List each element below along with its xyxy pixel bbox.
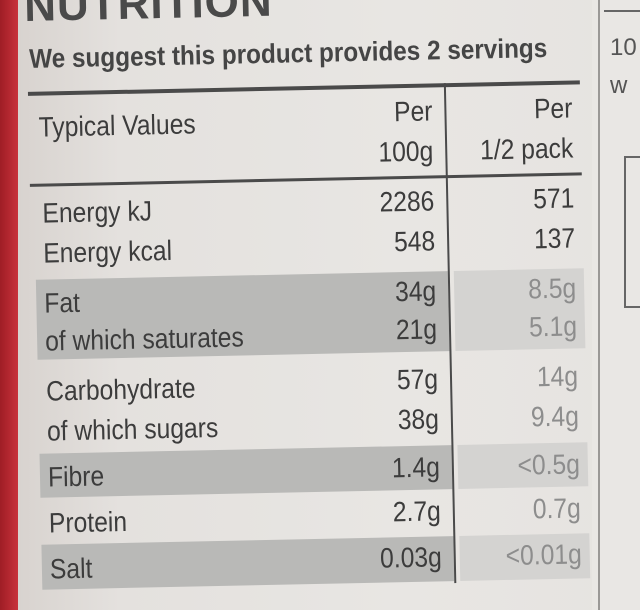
row-energy-kj-perhalf: 571 xyxy=(532,182,575,215)
red-packaging-edge xyxy=(0,0,18,610)
row-fat-perhalf: 8.5g xyxy=(527,272,577,305)
row-salt-perhalf: <0.01g xyxy=(505,538,583,571)
header-per100-line1: Per xyxy=(393,95,433,128)
row-protein-perhalf: 0.7g xyxy=(532,492,582,525)
row-saturates-label: of which saturates xyxy=(44,321,245,357)
row-fibre-per100: 1.4g xyxy=(391,451,441,484)
row-fat-per100: 34g xyxy=(394,275,437,308)
row-energy-kj-label: Energy kJ xyxy=(42,195,153,229)
row-protein-label: Protein xyxy=(48,505,128,539)
row-sugars-label: of which sugars xyxy=(46,411,219,447)
row-energy-kcal-label: Energy kcal xyxy=(42,234,173,269)
row-energy-kj-per100: 2286 xyxy=(379,185,435,218)
adjacent-panel-divider xyxy=(598,0,600,610)
row-salt-label: Salt xyxy=(49,552,93,585)
header-perhalf-line1: Per xyxy=(533,92,573,125)
row-carbohydrate-per100: 57g xyxy=(396,363,439,396)
header-typical-values: Typical Values xyxy=(38,108,197,143)
row-sugars-perhalf: 9.4g xyxy=(530,400,580,433)
adjacent-panel-box xyxy=(624,156,640,308)
row-protein-per100: 2.7g xyxy=(392,495,442,528)
row-energy-kcal-perhalf: 137 xyxy=(533,222,576,255)
header-per100-line2: 100g xyxy=(378,135,434,168)
nutrition-heading: NUTRITION xyxy=(23,0,274,31)
row-carbohydrate-label: Carbohydrate xyxy=(45,372,196,407)
adjacent-panel: 10 w xyxy=(592,0,640,610)
row-fibre-perhalf: <0.5g xyxy=(517,448,581,481)
adjacent-panel-top-rule xyxy=(604,10,640,12)
nutrition-label: NUTRITION We suggest this product provid… xyxy=(22,0,605,610)
adjacent-panel-text-1: 10 xyxy=(610,34,637,61)
servings-note: We suggest this product provides 2 servi… xyxy=(28,33,548,74)
header-perhalf-line2: 1/2 pack xyxy=(479,132,574,166)
row-salt-per100: 0.03g xyxy=(379,541,443,574)
row-fat-label: Fat xyxy=(44,286,81,319)
row-sugars-per100: 38g xyxy=(397,403,440,436)
row-saturates-perhalf: 5.1g xyxy=(528,310,578,343)
row-fibre-label: Fibre xyxy=(47,460,105,493)
adjacent-panel-text-2: w xyxy=(610,72,628,99)
row-energy-kcal-per100: 548 xyxy=(393,225,436,258)
row-saturates-per100: 21g xyxy=(395,313,438,346)
row-carbohydrate-perhalf: 14g xyxy=(536,360,579,393)
